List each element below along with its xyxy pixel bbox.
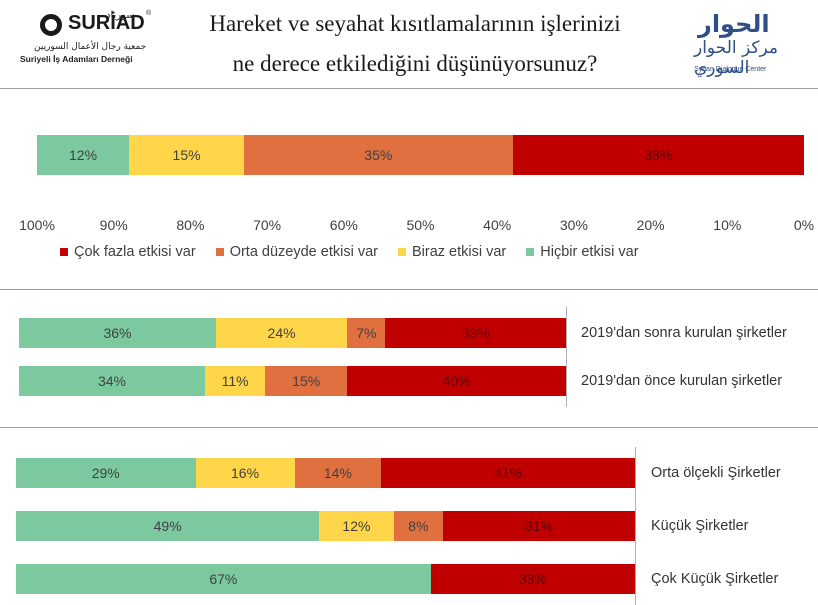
legend-label: Hiçbir etkisi var <box>540 244 639 260</box>
legend-label: Orta düzeyde etkisi var <box>229 244 378 260</box>
suriad-brand: SURİAD <box>68 12 145 34</box>
x-tick-label: 0% <box>793 217 815 233</box>
legend-label: Biraz etkisi var <box>411 244 507 260</box>
data-label: 67% <box>209 571 238 587</box>
x-tick-label: 30% <box>559 217 588 233</box>
data-label: 35% <box>364 147 393 163</box>
data-label: 38% <box>644 147 673 163</box>
bar-segment <box>244 135 513 175</box>
bar-segment <box>385 318 566 348</box>
data-label: 24% <box>267 325 296 341</box>
bar-segment <box>215 318 348 348</box>
data-label: 12% <box>342 518 371 534</box>
sdc-logo-sub-arabic: مركز الحوار السوري <box>694 38 778 78</box>
category-label: 2019'dan sonra kurulan şirketler <box>581 325 787 341</box>
chart-legend: Çok fazla etkisi var Orta düzeyde etkisi … <box>60 244 659 260</box>
bar-segment <box>16 511 320 541</box>
sdc-logo-name-english: Syrian Dialogue Center <box>694 66 767 73</box>
suriad-logo: SURİAD سورياد ® جمعية رجال الأعمال السور… <box>18 10 168 80</box>
data-label: 33% <box>461 325 490 341</box>
bar-segment <box>37 135 130 175</box>
bar-segment <box>512 135 804 175</box>
divider-middle <box>0 289 818 290</box>
x-tick-label: 10% <box>713 217 742 233</box>
x-tick-label: 100% <box>19 217 55 233</box>
bar-segment <box>319 511 394 541</box>
category-label: 2019'dan önce kurulan şirketler <box>581 373 783 389</box>
x-tick-label: 80% <box>176 217 205 233</box>
bar-segment <box>195 458 295 488</box>
bar-segment <box>19 318 216 348</box>
category-label: Çok Küçük Şirketler <box>651 571 779 587</box>
bar-segment <box>19 366 205 396</box>
suriad-logo-mark-icon <box>40 14 62 36</box>
data-label: 16% <box>231 465 260 481</box>
bar-segment <box>430 564 635 594</box>
suriad-brand-arabic: سورياد <box>106 10 135 21</box>
x-tick-label: 40% <box>483 217 512 233</box>
sdc-logo-name-arabic: الحوار <box>698 10 771 38</box>
category-label: Orta ölçekli Şirketler <box>651 465 781 481</box>
bar-segment <box>443 511 635 541</box>
legend-item: Biraz etkisi var <box>397 244 507 260</box>
data-label: 29% <box>91 465 120 481</box>
bar-segment <box>265 366 348 396</box>
data-label: 7% <box>356 325 377 341</box>
data-label: 31% <box>525 518 554 534</box>
legend-item: Orta düzeyde etkisi var <box>215 244 378 260</box>
legend-swatch <box>526 248 535 256</box>
x-tick-label: 90% <box>99 217 128 233</box>
category-label: Küçük Şirketler <box>651 518 749 534</box>
bar-segment <box>16 458 196 488</box>
data-label: 14% <box>323 465 352 481</box>
bar-segment <box>393 511 444 541</box>
legend-swatch <box>397 248 406 256</box>
legend-label: Çok fazla etkisi var <box>74 244 196 260</box>
x-tick-label: 70% <box>253 217 282 233</box>
chart-title-line-2: ne derece etkilediğini düşünüyorsunuz? <box>232 51 598 76</box>
legend-item: Çok fazla etkisi var <box>60 244 196 260</box>
data-label: 12% <box>69 147 98 163</box>
data-label: 15% <box>172 147 201 163</box>
bar-segment <box>347 366 566 396</box>
category-axis-line <box>635 447 636 605</box>
data-label: 34% <box>97 373 126 389</box>
legend-swatch <box>60 248 68 256</box>
chart-title-line-1: Hareket ve seyahat kısıtlamalarının işle… <box>209 11 621 36</box>
registered-mark: ® <box>146 10 152 17</box>
data-label: 8% <box>408 518 429 534</box>
divider-bottom <box>0 427 818 428</box>
x-tick-label: 20% <box>636 217 665 233</box>
x-tick-label: 50% <box>406 217 435 233</box>
suriad-subtitle-arabic: جمعية رجال الأعمال السوريين <box>34 42 147 52</box>
bar-segment <box>204 366 266 396</box>
data-label: 33% <box>518 571 547 587</box>
x-tick-label: 60% <box>329 217 358 233</box>
bar-segment <box>129 135 245 175</box>
bar-segment <box>347 318 386 348</box>
data-label: 40% <box>442 373 471 389</box>
legend-item: Hiçbir etkisi var <box>526 244 639 260</box>
data-label: 41% <box>494 465 523 481</box>
suriad-subtitle-turkish: Suriyeli İş Adamları Derneği <box>20 54 133 64</box>
legend-swatch <box>215 248 224 256</box>
data-label: 11% <box>221 373 249 389</box>
bar-segment <box>294 458 382 488</box>
chart-title: Hareket ve seyahat kısıtlamalarının işle… <box>180 4 650 84</box>
bar-segment <box>381 458 635 488</box>
category-axis-line <box>566 307 567 407</box>
divider-top <box>0 88 818 89</box>
bar-segment <box>16 564 431 594</box>
data-label: 36% <box>103 325 132 341</box>
data-label: 49% <box>153 518 182 534</box>
syrian-dialogue-center-logo: الحوار مركز الحوار السوري Syrian Dialogu… <box>680 10 800 80</box>
data-label: 15% <box>292 373 321 389</box>
